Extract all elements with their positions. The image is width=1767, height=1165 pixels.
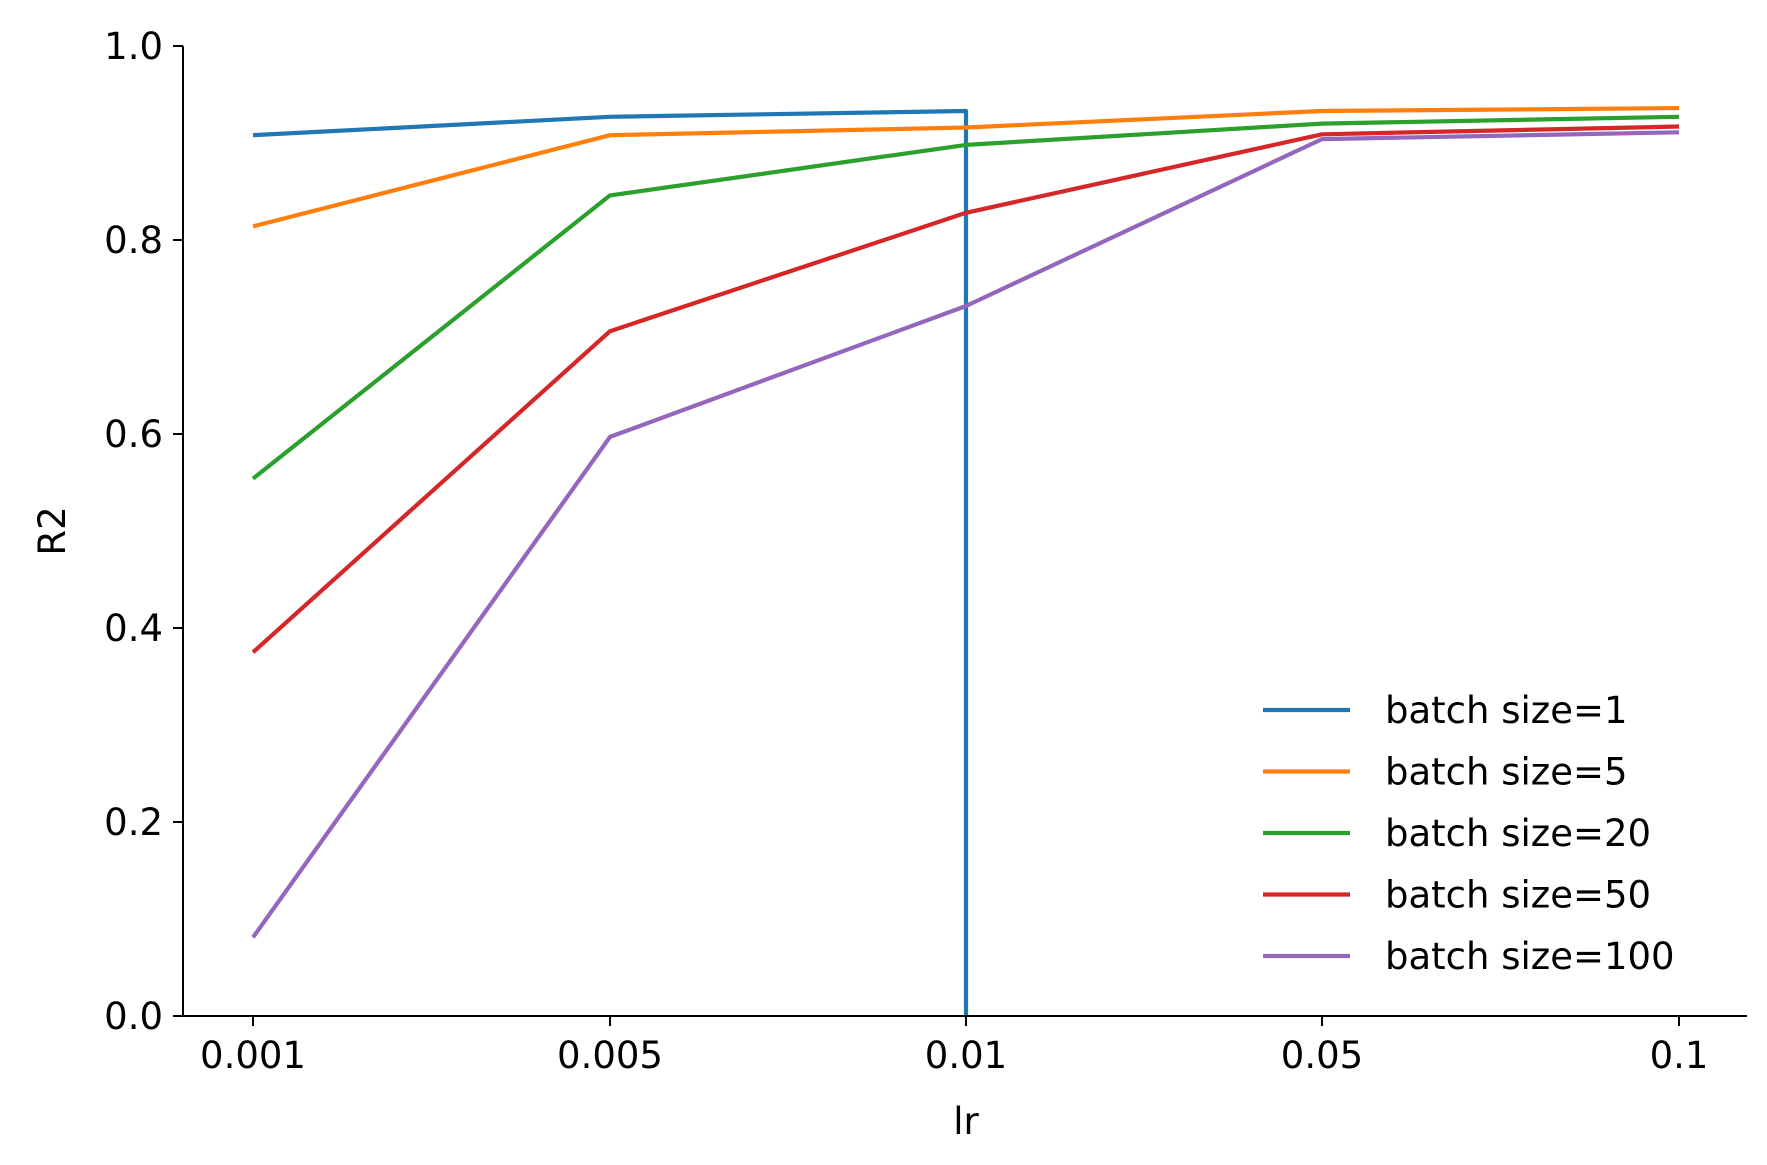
x-ticks: 0.001 0.005 0.01 0.05 0.1 — [200, 1016, 1708, 1077]
y-tick-label: 0.0 — [104, 995, 163, 1038]
series-layer — [251, 106, 1680, 1016]
legend-label: batch size=1 — [1385, 689, 1628, 732]
x-tick-label: 0.005 — [557, 1034, 663, 1077]
series-line-2 — [252, 106, 1680, 229]
series-line-5 — [251, 130, 1680, 939]
x-tick-label: 0.1 — [1650, 1034, 1709, 1077]
legend-label: batch size=50 — [1385, 874, 1651, 917]
y-tick-label: 0.2 — [104, 801, 163, 844]
legend-label: batch size=20 — [1385, 812, 1651, 855]
y-tick-label: 1.0 — [104, 25, 163, 68]
legend-label: batch size=5 — [1385, 751, 1628, 794]
legend-label: batch size=100 — [1385, 935, 1675, 978]
y-tick-label: 0.4 — [104, 607, 163, 650]
y-tick-label: 0.8 — [104, 219, 163, 262]
x-axis-label: lr — [953, 1100, 979, 1143]
x-tick-label: 0.001 — [200, 1034, 306, 1077]
x-tick-label: 0.01 — [925, 1034, 1007, 1077]
x-tick-label: 0.05 — [1281, 1034, 1363, 1077]
series-line-1 — [252, 108, 969, 1016]
y-axis-label: R2 — [31, 506, 74, 555]
y-tick-label: 0.6 — [104, 413, 163, 456]
series-line-4 — [251, 124, 1680, 654]
legend: batch size=1 batch size=5 batch size=20 bat… — [1263, 689, 1675, 978]
y-ticks: 0.0 0.2 0.4 0.6 0.8 1.0 — [104, 25, 183, 1038]
series-line-3 — [251, 114, 1680, 481]
